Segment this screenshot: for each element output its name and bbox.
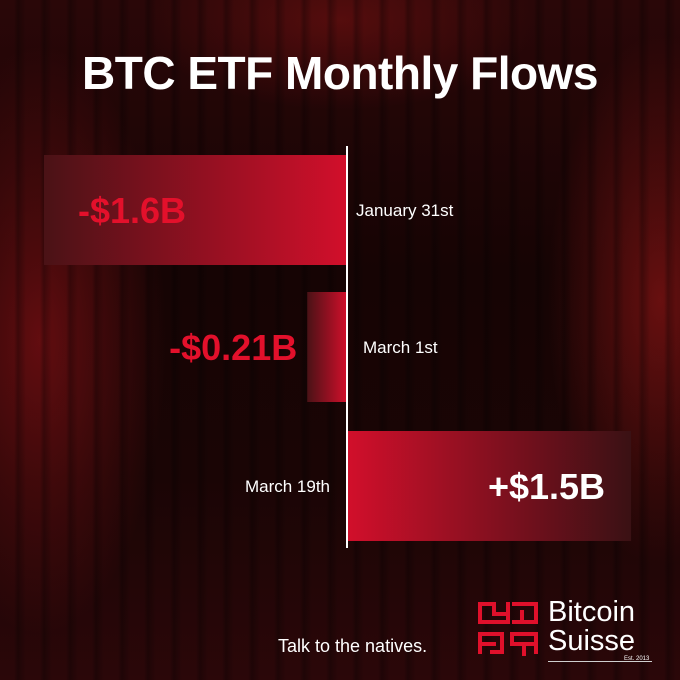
category-label-1: March 1st	[363, 338, 438, 357]
value-label-2: +$1.5B	[488, 466, 605, 507]
brand-divider	[548, 661, 652, 662]
brand-name-line1: Bitcoin	[548, 596, 636, 628]
value-label-0: -$1.6B	[78, 190, 186, 231]
category-label-0: January 31st	[356, 201, 454, 220]
tagline: Talk to the natives.	[278, 636, 428, 656]
value-label-1: -$0.21B	[169, 327, 297, 368]
bar-2	[347, 431, 632, 541]
brand-logo-block: Bitcoin Suisse Est. 2013	[478, 596, 658, 668]
brand-name-line2: Suisse	[548, 625, 636, 657]
category-label-2: March 19th	[245, 477, 330, 496]
brand-established: Est. 2013	[624, 656, 650, 662]
chart-title: BTC ETF Monthly Flows	[82, 47, 598, 99]
bitcoin-suisse-logo-icon	[478, 602, 538, 656]
bar-0	[44, 155, 347, 265]
bar-1	[307, 292, 347, 402]
